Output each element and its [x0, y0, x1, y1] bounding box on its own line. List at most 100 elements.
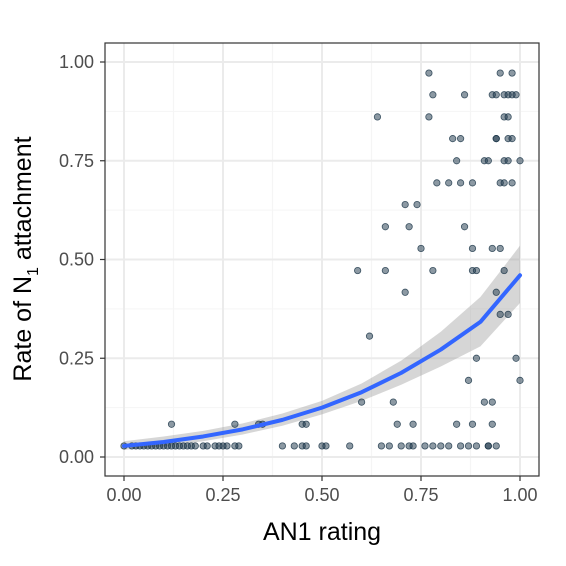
data-point	[460, 91, 469, 99]
data-point	[429, 91, 437, 99]
x-tick-label: 0.75	[403, 485, 438, 505]
data-point	[488, 398, 496, 406]
data-point	[468, 179, 477, 187]
data-point	[223, 442, 231, 450]
data-point	[488, 91, 496, 99]
data-point	[484, 442, 492, 450]
x-tick-label: 0.50	[304, 485, 339, 505]
y-tick-label: 0.50	[59, 250, 94, 270]
data-point	[389, 398, 397, 406]
data-point	[453, 157, 461, 165]
data-point	[357, 398, 366, 406]
data-point	[488, 244, 496, 253]
data-point	[480, 398, 488, 406]
data-point	[512, 354, 520, 362]
data-point	[488, 420, 496, 428]
data-point	[492, 288, 500, 296]
data-point	[278, 442, 286, 450]
data-point	[322, 442, 330, 450]
data-point	[500, 179, 508, 187]
data-point	[167, 420, 176, 428]
data-point	[290, 442, 298, 450]
data-point	[508, 135, 516, 143]
x-axis-ticks: 0.00 0.25 0.50 0.75 1.00	[106, 476, 538, 505]
points-layer	[120, 69, 524, 450]
data-point	[409, 442, 417, 450]
x-tick-label: 0.00	[106, 485, 141, 505]
data-point	[191, 442, 199, 450]
data-point	[429, 442, 437, 450]
data-point	[504, 157, 512, 165]
data-point	[433, 179, 441, 187]
data-point	[413, 200, 421, 209]
data-point	[464, 442, 473, 450]
data-point	[429, 266, 437, 275]
data-point	[425, 69, 433, 77]
data-point	[421, 442, 429, 450]
data-point	[472, 266, 481, 275]
data-point	[373, 113, 382, 121]
data-point	[508, 179, 516, 187]
y-axis-ticks: 0.00 0.25 0.50 0.75 1.00	[59, 52, 105, 467]
fit-line	[122, 273, 522, 448]
data-point	[302, 420, 310, 428]
data-point	[508, 69, 516, 77]
data-point	[496, 244, 504, 253]
y-tick-label: 1.00	[59, 52, 94, 72]
data-point	[504, 113, 512, 121]
data-point	[468, 420, 477, 428]
data-point	[464, 376, 473, 384]
data-point	[472, 442, 481, 450]
major-gridlines	[105, 43, 539, 476]
data-point	[381, 223, 389, 231]
data-point	[472, 354, 481, 362]
data-point	[385, 442, 393, 450]
data-point	[512, 91, 520, 99]
data-point	[437, 442, 445, 450]
y-tick-label: 0.25	[59, 348, 94, 368]
data-point	[516, 157, 524, 165]
data-point	[445, 442, 453, 450]
x-tick-label: 1.00	[502, 485, 537, 505]
data-point	[456, 135, 465, 143]
fit-line-layer	[122, 273, 522, 448]
data-point	[453, 420, 461, 428]
data-point	[480, 157, 488, 165]
data-point	[492, 442, 500, 450]
data-point	[397, 442, 405, 450]
y-axis-title: Rate of N1 attachment	[9, 136, 42, 381]
data-point	[456, 442, 465, 450]
data-point	[377, 442, 385, 450]
y-axis-title-subscript: 1	[25, 267, 42, 276]
data-point	[302, 442, 310, 450]
data-point	[496, 310, 504, 319]
y-axis-title-part-2: attachment	[9, 136, 37, 267]
data-point	[425, 113, 433, 121]
data-point	[417, 244, 425, 253]
data-point	[468, 244, 477, 253]
data-point	[409, 420, 417, 428]
data-point	[460, 223, 469, 231]
data-point	[365, 332, 374, 340]
data-point	[354, 266, 362, 275]
data-point	[449, 135, 457, 143]
data-point	[405, 223, 413, 231]
data-point	[500, 266, 508, 275]
data-point	[401, 288, 409, 296]
data-point	[456, 179, 465, 187]
data-point	[516, 376, 524, 384]
x-tick-label: 0.25	[205, 485, 240, 505]
y-axis-title-part-1: Rate of N	[9, 276, 37, 382]
data-point	[393, 420, 401, 428]
data-point	[492, 135, 500, 143]
data-point	[231, 420, 239, 428]
data-point	[504, 310, 512, 319]
data-point	[496, 69, 504, 77]
data-point	[445, 179, 453, 187]
data-point	[346, 442, 354, 450]
data-point	[381, 266, 389, 275]
data-point	[500, 91, 508, 99]
data-point	[235, 442, 243, 450]
y-tick-label: 0.75	[59, 151, 94, 171]
